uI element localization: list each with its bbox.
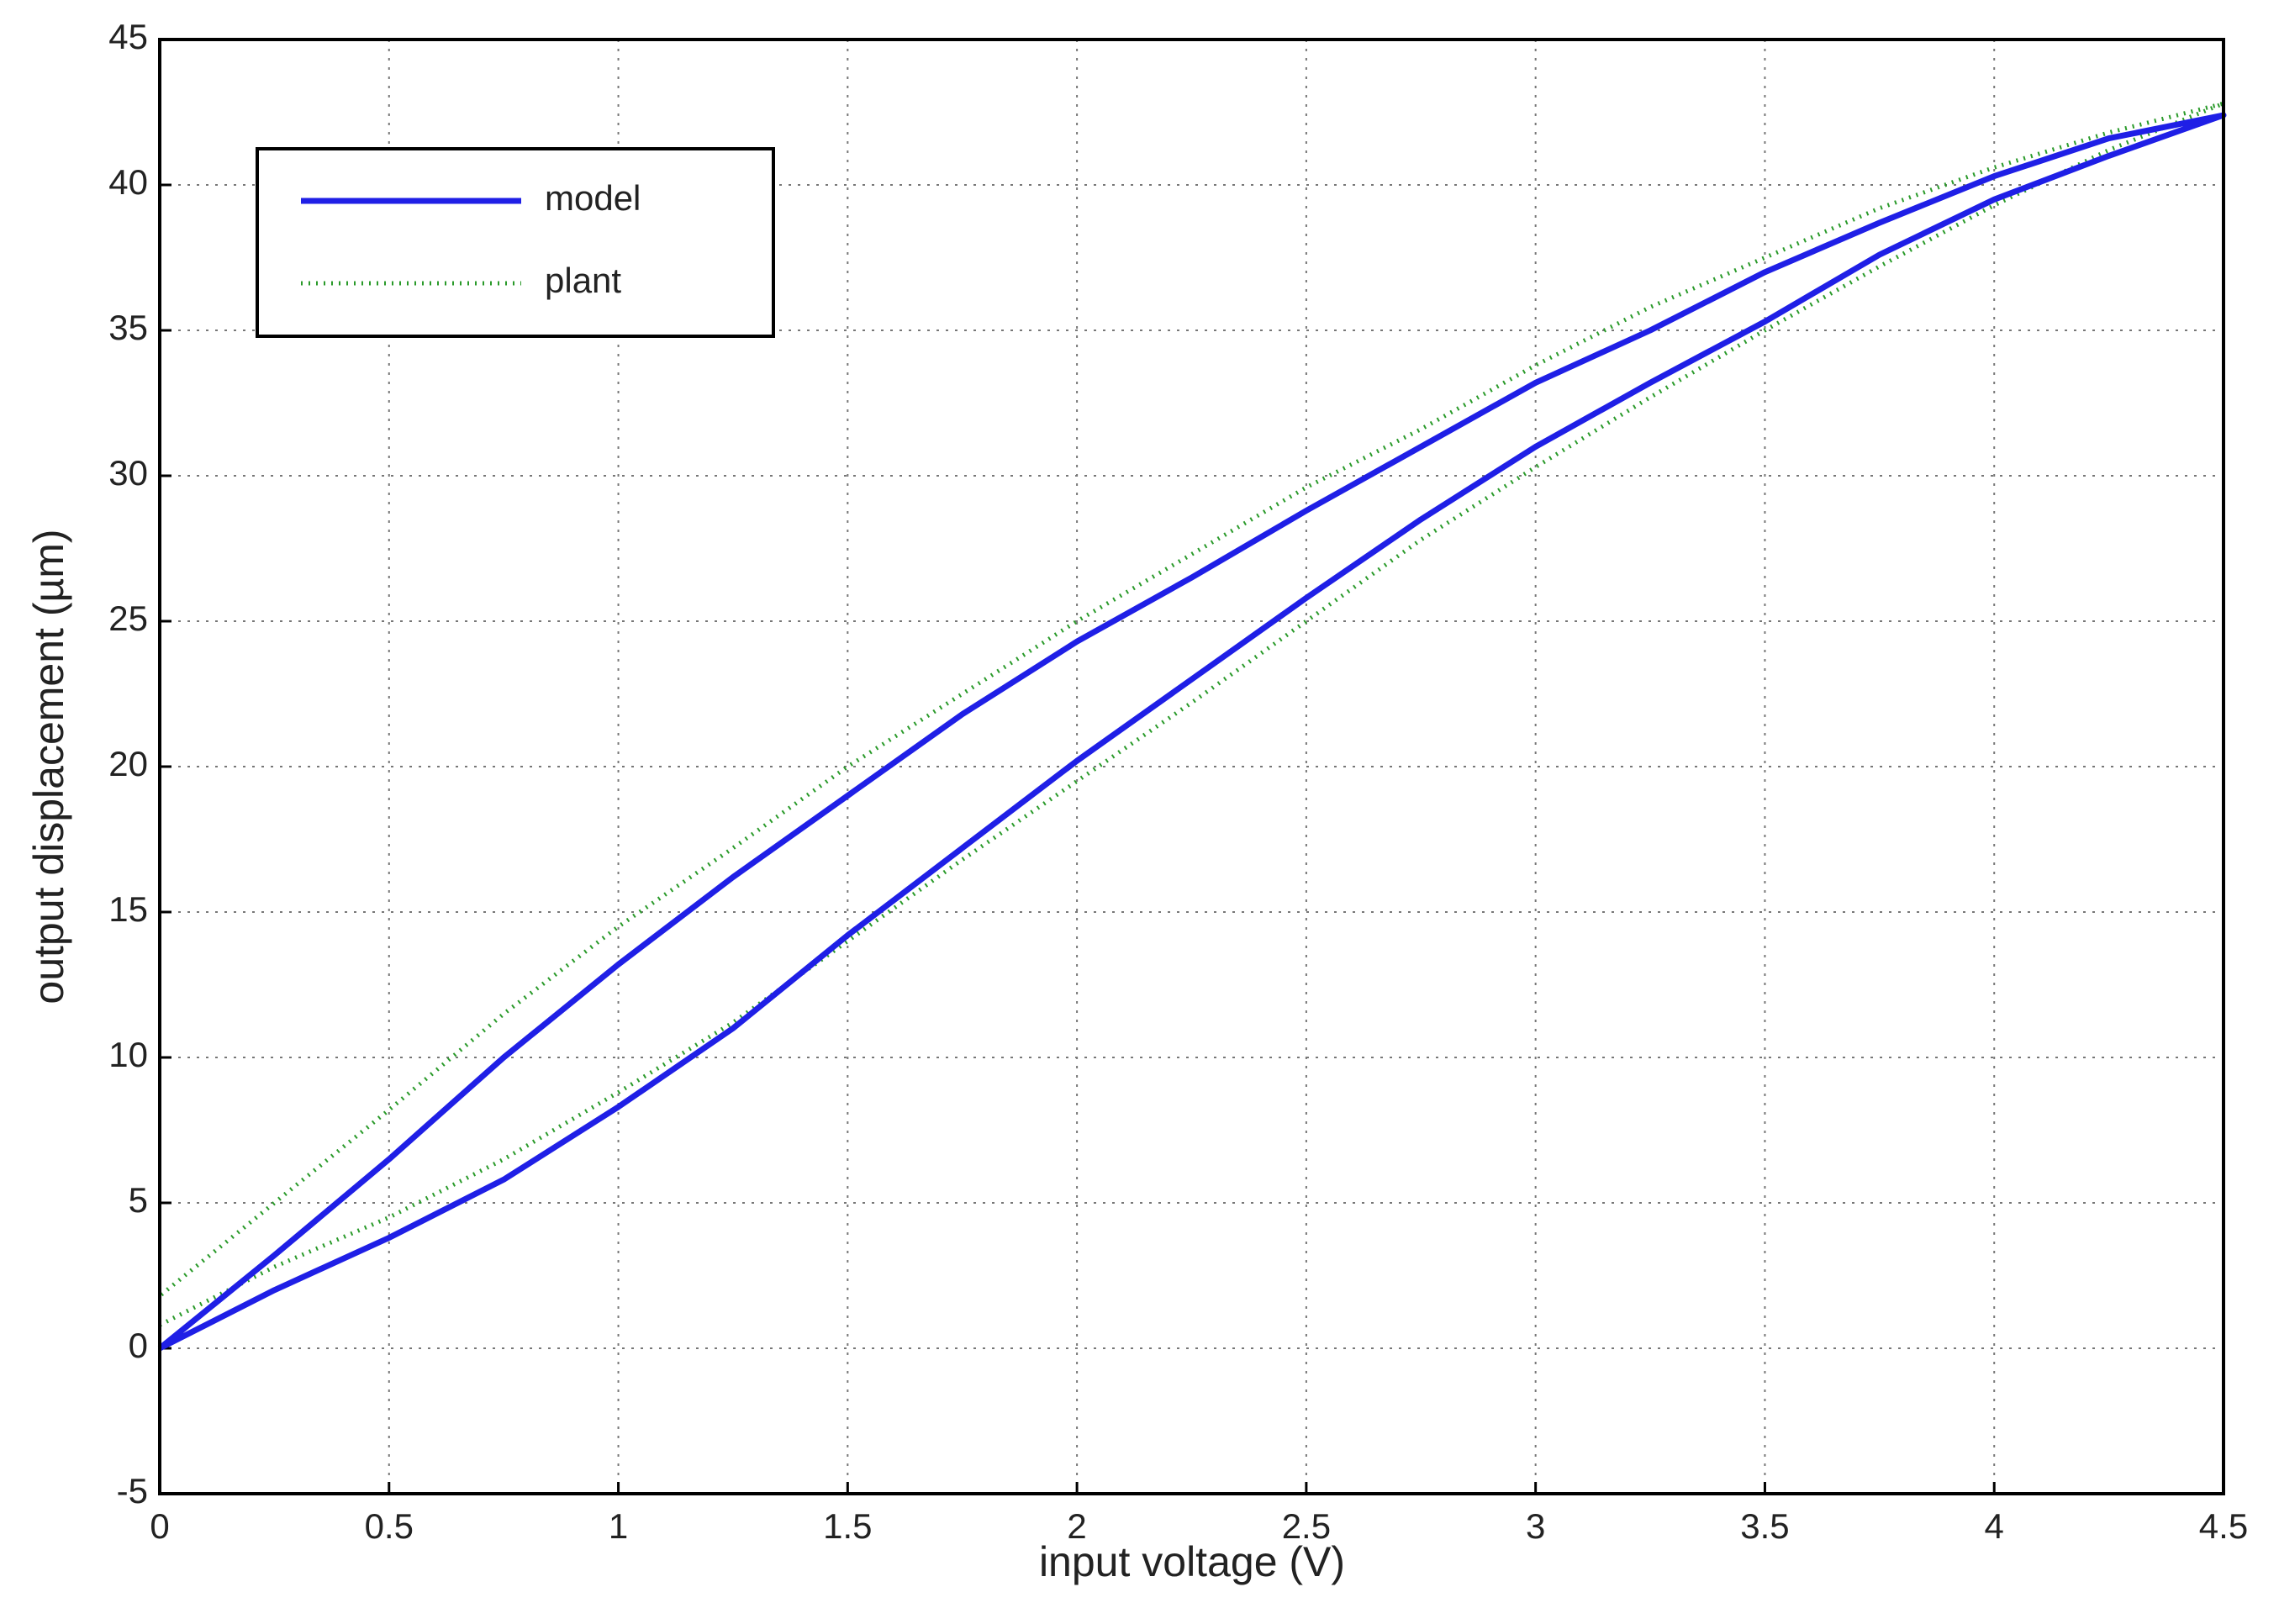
x-tick-label: 0: [150, 1506, 169, 1546]
y-tick-label: 35: [108, 308, 148, 347]
legend-label: plant: [545, 261, 621, 300]
x-tick-label: 1.5: [823, 1506, 872, 1546]
legend-label: model: [545, 178, 641, 218]
x-tick-label: 4: [1985, 1506, 2004, 1546]
x-tick-label: 3.5: [1740, 1506, 1789, 1546]
plot-frame: [158, 38, 2225, 1495]
y-tick-label: 45: [108, 17, 148, 56]
x-tick-label: 2: [1067, 1506, 1086, 1546]
y-axis-label: output displacement (µm): [25, 529, 72, 1004]
y-tick-label: 0: [129, 1326, 148, 1365]
y-tick-label: 5: [129, 1180, 148, 1220]
x-axis-label: input voltage (V): [1039, 1538, 1345, 1585]
x-tick-label: 4.5: [2199, 1506, 2248, 1546]
x-tick-label: 3: [1526, 1506, 1545, 1546]
y-tick-label: 30: [108, 453, 148, 493]
y-tick-label: -5: [117, 1471, 148, 1511]
x-tick-label: 0.5: [365, 1506, 414, 1546]
legend-box: [256, 147, 775, 338]
x-tick-label: 1: [609, 1506, 628, 1546]
y-tick-label: 40: [108, 162, 148, 202]
y-tick-label: 15: [108, 889, 148, 929]
y-tick-label: 20: [108, 744, 148, 783]
y-tick-label: 10: [108, 1035, 148, 1074]
x-tick-label: 2.5: [1282, 1506, 1331, 1546]
y-tick-label: 25: [108, 598, 148, 638]
